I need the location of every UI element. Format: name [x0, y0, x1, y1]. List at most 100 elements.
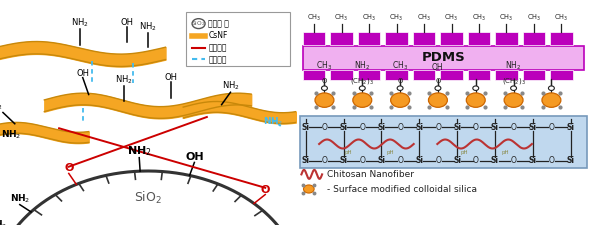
Text: (CH$_2$)$_3$: (CH$_2$)$_3$	[502, 76, 525, 86]
Text: NH$_2$: NH$_2$	[222, 80, 239, 92]
Circle shape	[435, 86, 441, 90]
Bar	[303, 70, 325, 80]
Bar	[385, 32, 408, 45]
Text: Si: Si	[340, 123, 348, 132]
Circle shape	[353, 93, 372, 107]
Bar	[468, 32, 490, 45]
Text: O: O	[435, 78, 441, 83]
Circle shape	[542, 93, 561, 107]
Text: NH$_2$: NH$_2$	[115, 73, 133, 86]
Text: Si: Si	[529, 156, 537, 165]
Text: 공유결합: 공유결합	[208, 43, 227, 52]
Text: O: O	[549, 156, 554, 165]
Text: Si: Si	[340, 156, 348, 165]
Text: Si: Si	[567, 123, 574, 132]
Bar	[440, 32, 463, 45]
Text: Si: Si	[415, 123, 423, 132]
Text: CH$_3$: CH$_3$	[335, 13, 349, 23]
Text: Si: Si	[378, 156, 385, 165]
Text: - Surface modified colloidal silica: - Surface modified colloidal silica	[326, 184, 476, 194]
Text: Si: Si	[453, 123, 461, 132]
Text: O: O	[322, 156, 327, 165]
Text: NH$_2$: NH$_2$	[505, 60, 522, 72]
Circle shape	[504, 93, 523, 107]
Text: CH$_3$: CH$_3$	[362, 13, 376, 23]
Circle shape	[322, 86, 327, 90]
Text: O: O	[511, 123, 517, 132]
Text: Si: Si	[491, 156, 499, 165]
Text: SiO$_2$: SiO$_2$	[191, 19, 206, 28]
Bar	[522, 70, 545, 80]
Text: O: O	[511, 156, 517, 165]
Circle shape	[428, 93, 447, 107]
Text: NH$_2$: NH$_2$	[9, 192, 30, 205]
Bar	[413, 70, 435, 80]
Circle shape	[548, 86, 554, 90]
Text: pH: pH	[502, 150, 509, 155]
Text: CH$_3$: CH$_3$	[444, 13, 459, 23]
Text: Si: Si	[491, 123, 499, 132]
Text: NH$_2$: NH$_2$	[264, 115, 284, 128]
Text: O: O	[64, 163, 73, 173]
Circle shape	[466, 93, 485, 107]
Circle shape	[473, 86, 479, 90]
Text: Si: Si	[302, 156, 310, 165]
Text: OH: OH	[432, 63, 444, 72]
Bar	[550, 32, 573, 45]
Text: CH$_3$: CH$_3$	[389, 13, 404, 23]
Bar	[300, 116, 586, 168]
Text: Si: Si	[302, 123, 310, 132]
Bar	[385, 70, 408, 80]
Text: SiO$_2$: SiO$_2$	[134, 190, 162, 206]
Text: CH$_3$: CH$_3$	[499, 13, 514, 23]
Text: 실리카 폼: 실리카 폼	[208, 19, 229, 28]
Circle shape	[315, 93, 334, 107]
Bar	[495, 32, 518, 45]
Text: Si: Si	[567, 156, 574, 165]
Bar	[522, 32, 545, 45]
Text: 수소결합: 수소결합	[208, 55, 227, 64]
Text: CH$_3$: CH$_3$	[527, 13, 541, 23]
Text: O: O	[397, 78, 403, 83]
Text: O: O	[473, 123, 479, 132]
Circle shape	[511, 86, 517, 90]
Bar	[330, 70, 353, 80]
Text: OH: OH	[121, 18, 134, 27]
Text: CH$_3$: CH$_3$	[472, 13, 486, 23]
Circle shape	[359, 86, 365, 90]
Text: O: O	[436, 156, 441, 165]
Text: NH$_2$: NH$_2$	[139, 20, 157, 33]
Text: pH: pH	[345, 150, 352, 155]
Bar	[330, 32, 353, 45]
Text: NH$_2$: NH$_2$	[0, 218, 7, 225]
Text: CsNF: CsNF	[208, 32, 228, 40]
Text: Si: Si	[415, 156, 423, 165]
Text: OH: OH	[185, 152, 204, 162]
Text: Si: Si	[529, 123, 537, 132]
Text: NH$_2$: NH$_2$	[354, 60, 371, 72]
Text: O: O	[398, 123, 403, 132]
Bar	[303, 46, 583, 70]
Text: Si: Si	[378, 123, 385, 132]
Text: pH: pH	[460, 150, 467, 155]
Text: OH: OH	[165, 73, 178, 82]
Text: PDMS: PDMS	[421, 52, 465, 64]
Bar	[440, 70, 463, 80]
Text: CH$_3$: CH$_3$	[417, 13, 431, 23]
Text: CH$_3$: CH$_3$	[307, 13, 322, 23]
Text: O: O	[261, 184, 270, 195]
Bar	[468, 70, 490, 80]
Text: NH$_2$: NH$_2$	[71, 17, 89, 29]
Bar	[495, 70, 518, 80]
Circle shape	[391, 93, 410, 107]
Text: O: O	[360, 156, 365, 165]
Text: OH: OH	[76, 69, 89, 78]
Text: Chitosan Nanofiber: Chitosan Nanofiber	[326, 170, 414, 179]
Text: CH$_3$: CH$_3$	[554, 13, 569, 23]
Text: CH$_3$: CH$_3$	[392, 60, 408, 72]
Text: O: O	[549, 123, 554, 132]
Circle shape	[397, 86, 403, 90]
Bar	[550, 70, 573, 80]
Bar	[358, 70, 381, 80]
Text: NH$_2$: NH$_2$	[0, 100, 3, 112]
